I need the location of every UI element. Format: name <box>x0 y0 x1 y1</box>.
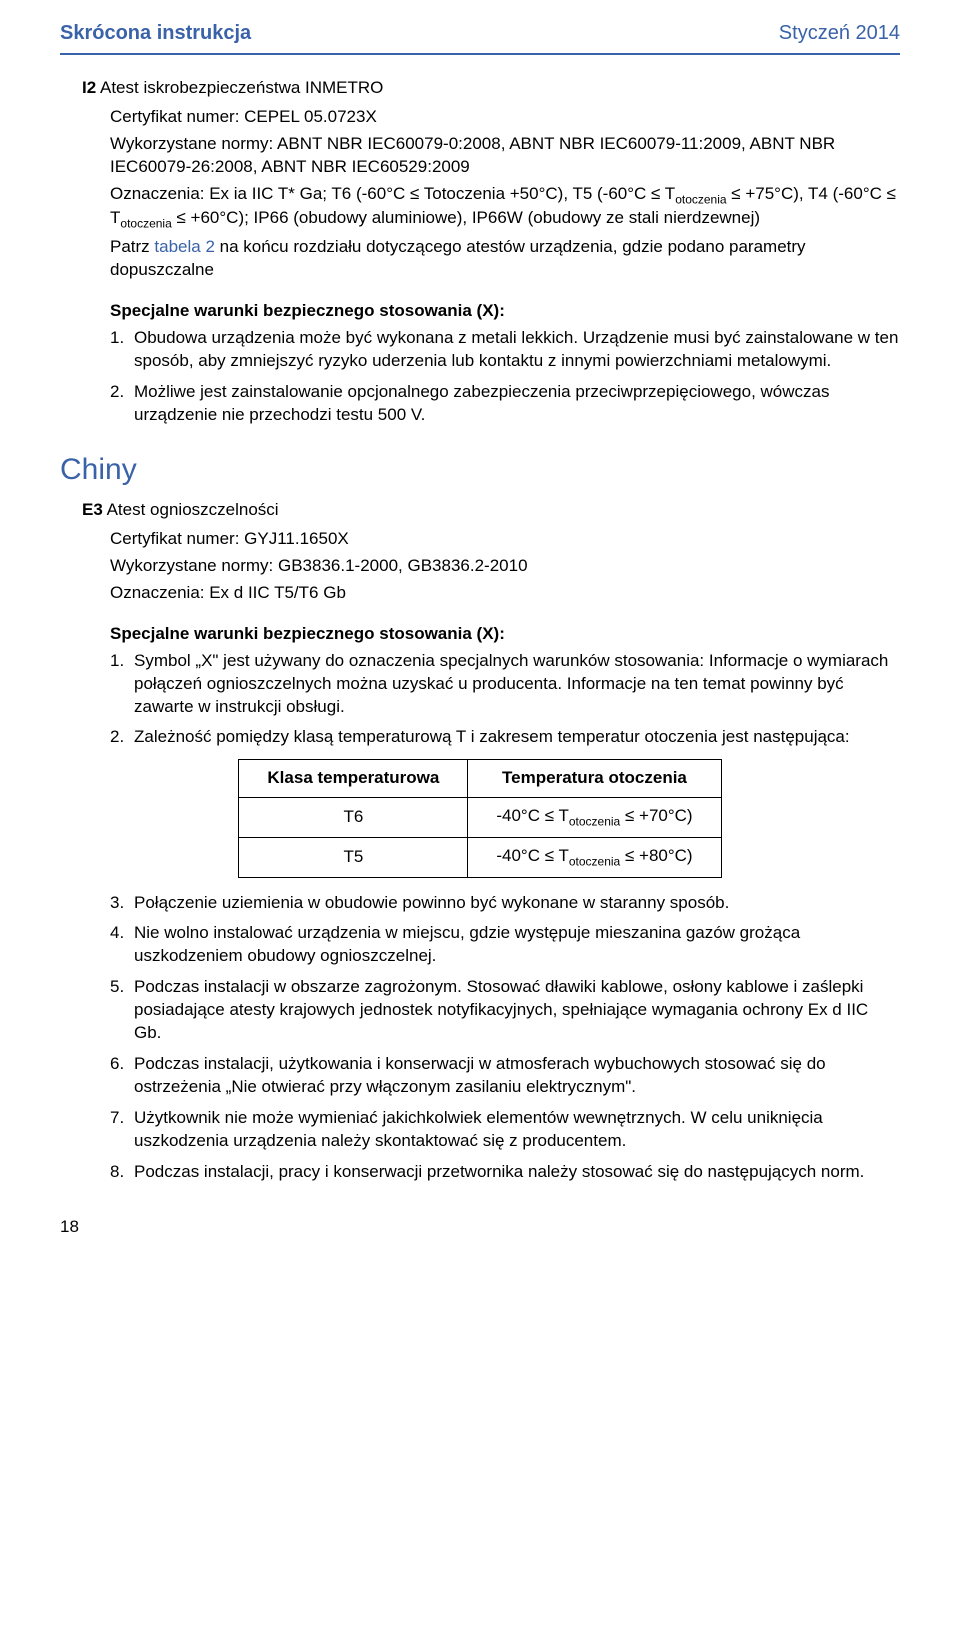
table-2-link[interactable]: tabela 2 <box>154 237 215 256</box>
list-item: 2.Możliwe jest zainstalowanie opcjonalne… <box>110 381 900 427</box>
page-header: Skrócona instrukcja Styczeń 2014 <box>60 20 900 55</box>
table-cell: -40°C ≤ Totoczenia ≤ +70°C) <box>468 798 721 838</box>
spec-list-3: 3.Połączenie uziemienia w obudowie powin… <box>110 892 900 1184</box>
list-item: 4.Nie wolno instalować urządzenia w miej… <box>110 922 900 968</box>
list-item: 5.Podczas instalacji w obszarze zagrożon… <box>110 976 900 1045</box>
page-number: 18 <box>60 1216 900 1239</box>
list-item: 8.Podczas instalacji, pracy i konserwacj… <box>110 1161 900 1184</box>
spec-heading-2: Specjalne warunki bezpiecznego stosowani… <box>110 623 900 646</box>
cert-e3-title: Atest ognioszczelności <box>107 500 279 519</box>
table-header: Temperatura otoczenia <box>468 760 721 798</box>
cert-e3-code: E3 <box>82 500 103 519</box>
list-item: 6.Podczas instalacji, użytkowania i kons… <box>110 1053 900 1099</box>
table-cell: -40°C ≤ Totoczenia ≤ +80°C) <box>468 837 721 877</box>
table-cell: T5 <box>239 837 468 877</box>
table-row: T5 -40°C ≤ Totoczenia ≤ +80°C) <box>239 837 721 877</box>
table-cell: T6 <box>239 798 468 838</box>
cert-i2: I2 Atest iskrobezpieczeństwa INMETRO <box>82 77 900 100</box>
header-left: Skrócona instrukcja <box>60 20 251 47</box>
cert-i2-mark: Oznaczenia: Ex ia IIC T* Ga; T6 (-60°C ≤… <box>110 183 900 232</box>
list-item: 3.Połączenie uziemienia w obudowie powin… <box>110 892 900 915</box>
cert-e3-mark: Oznaczenia: Ex d IIC T5/T6 Gb <box>110 582 900 605</box>
list-item: 7.Użytkownik nie może wymieniać jakichko… <box>110 1107 900 1153</box>
temperature-table: Klasa temperaturowa Temperatura otoczeni… <box>238 759 721 877</box>
list-item: 2.Zależność pomiędzy klasą temperaturową… <box>110 726 900 749</box>
cert-i2-title: Atest iskrobezpieczeństwa INMETRO <box>100 78 383 97</box>
country-heading: Chiny <box>60 450 900 491</box>
cert-e3: E3 Atest ognioszczelności <box>82 499 900 522</box>
cert-e3-norms: Wykorzystane normy: GB3836.1-2000, GB383… <box>110 555 900 578</box>
table-row: T6 -40°C ≤ Totoczenia ≤ +70°C) <box>239 798 721 838</box>
list-item: 1.Obudowa urządzenia może być wykonana z… <box>110 327 900 373</box>
spec-heading-1: Specjalne warunki bezpiecznego stosowani… <box>110 300 900 323</box>
header-right: Styczeń 2014 <box>779 20 900 47</box>
cert-i2-number: Certyfikat numer: CEPEL 05.0723X <box>110 106 900 129</box>
table-row: Klasa temperaturowa Temperatura otoczeni… <box>239 760 721 798</box>
cert-i2-see: Patrz tabela 2 na końcu rozdziału dotycz… <box>110 236 900 282</box>
cert-i2-code: I2 <box>82 78 96 97</box>
table-header: Klasa temperaturowa <box>239 760 468 798</box>
cert-i2-norms: Wykorzystane normy: ABNT NBR IEC60079-0:… <box>110 133 900 179</box>
list-item: 1.Symbol „X" jest używany do oznaczenia … <box>110 650 900 719</box>
spec-list-1: 1.Obudowa urządzenia może być wykonana z… <box>110 327 900 427</box>
spec-list-2: 1.Symbol „X" jest używany do oznaczenia … <box>110 650 900 750</box>
cert-e3-number: Certyfikat numer: GYJ11.1650X <box>110 528 900 551</box>
